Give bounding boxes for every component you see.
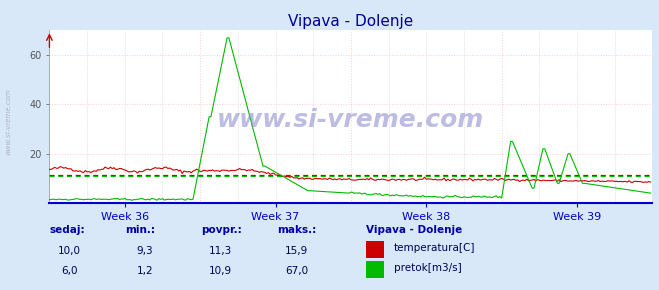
- Text: sedaj:: sedaj:: [49, 225, 85, 235]
- Text: temperatura[C]: temperatura[C]: [394, 243, 476, 253]
- Text: 10,9: 10,9: [209, 266, 233, 276]
- Text: www.si-vreme.com: www.si-vreme.com: [217, 108, 484, 132]
- Text: Vipava - Dolenje: Vipava - Dolenje: [366, 225, 462, 235]
- Text: 15,9: 15,9: [285, 246, 308, 256]
- Title: Vipava - Dolenje: Vipava - Dolenje: [288, 14, 414, 29]
- Text: povpr.:: povpr.:: [201, 225, 242, 235]
- Text: 11,3: 11,3: [209, 246, 233, 256]
- Text: 6,0: 6,0: [61, 266, 78, 276]
- Text: 67,0: 67,0: [285, 266, 308, 276]
- Text: 10,0: 10,0: [58, 246, 80, 256]
- Text: 1,2: 1,2: [136, 266, 154, 276]
- Text: pretok[m3/s]: pretok[m3/s]: [394, 263, 462, 273]
- Text: min.:: min.:: [125, 225, 156, 235]
- Text: 9,3: 9,3: [136, 246, 154, 256]
- Text: maks.:: maks.:: [277, 225, 316, 235]
- Text: www.si-vreme.com: www.si-vreme.com: [5, 88, 11, 155]
